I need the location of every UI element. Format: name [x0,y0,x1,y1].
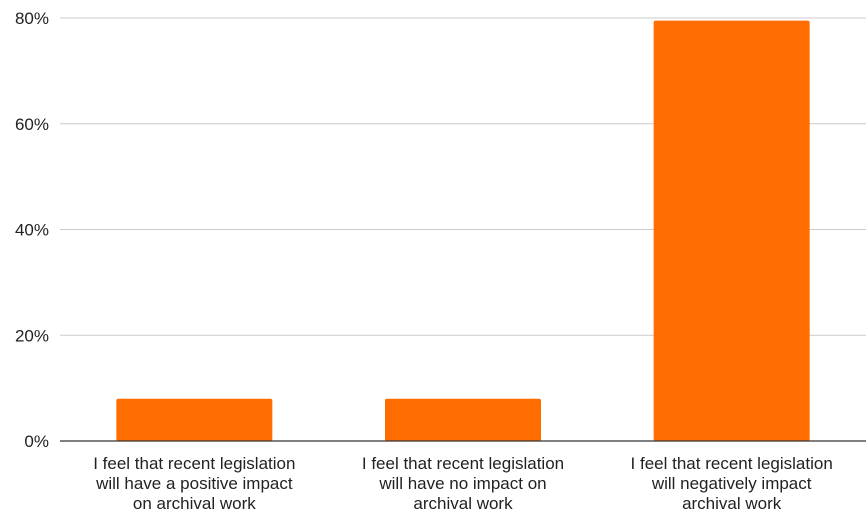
y-tick-label: 80% [15,9,49,28]
bar [653,20,810,442]
y-tick-label: 40% [15,221,49,240]
y-tick-label: 0% [24,432,49,451]
x-axis-labels: I feel that recent legislation will have … [93,454,833,513]
x-tick-label: I feel that recent legislation will negat… [631,454,833,512]
bar [116,398,273,441]
y-axis-ticks: 0% 20% 40% 60% 80% [15,9,49,451]
bar [385,398,541,441]
y-tick-label: 60% [15,115,49,134]
bars [116,20,810,442]
y-tick-label: 20% [15,326,49,345]
x-tick-label: I feel that recent legislation will have … [93,454,295,512]
x-tick-label: I feel that recent legislation will have … [362,454,564,512]
